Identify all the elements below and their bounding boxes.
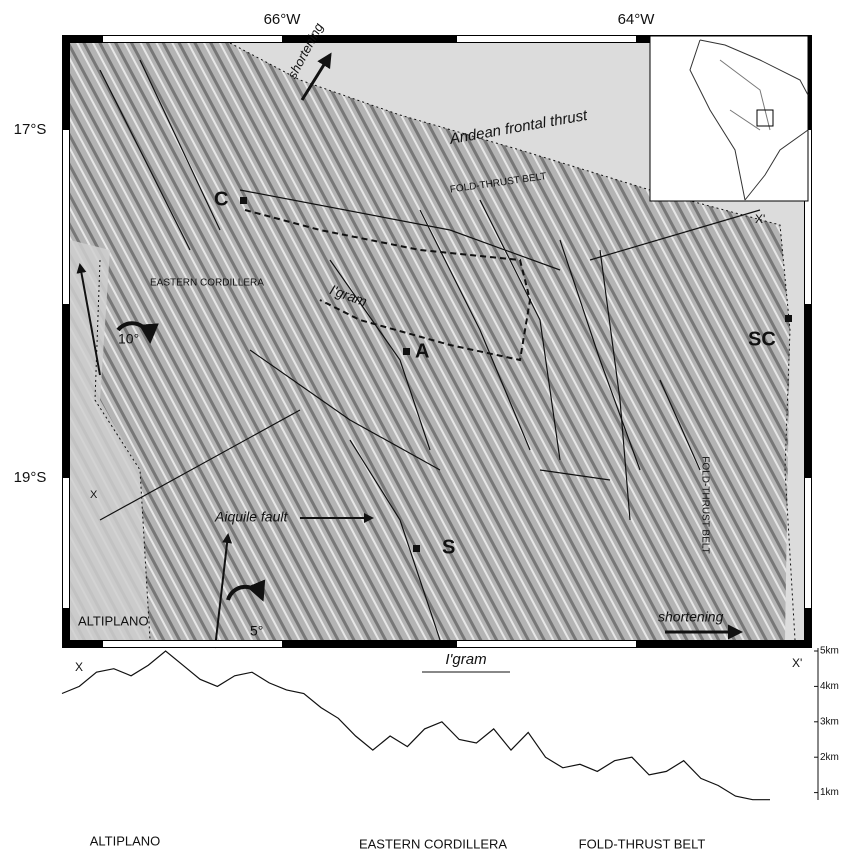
region-label: FOLD-THRUST BELT (579, 836, 706, 851)
site (785, 315, 792, 322)
region-label: EASTERN CORDILLERA (359, 836, 507, 851)
inset (650, 36, 808, 201)
lon-label: 64°W (618, 11, 656, 28)
map-label: A (415, 340, 429, 362)
lat-label: 19°S (14, 469, 47, 486)
region-label: ALTIPLANO (90, 833, 161, 848)
site (413, 545, 420, 552)
map-label: Aiquile fault (214, 509, 288, 525)
site (403, 348, 410, 355)
map-label: 10° (118, 331, 139, 347)
profile: X X' I'gram ALTIPLANO EASTERN CORDILLERA… (62, 646, 839, 852)
map-label: 5° (250, 623, 263, 639)
profile-end: X' (792, 656, 802, 670)
y-tick-label: 1km (820, 787, 839, 798)
y-tick-label: 5km (820, 646, 839, 657)
map-label: EASTERN CORDILLERA (150, 278, 264, 289)
elevation-profile (62, 651, 770, 800)
y-tick-label: 2km (820, 752, 839, 763)
map-label: FOLD-THRUST BELT (699, 456, 710, 553)
profile-end: X (75, 660, 83, 674)
map-label: X' (755, 212, 765, 226)
y-tick-label: 4km (820, 681, 839, 692)
map-label: ALTIPLANO (78, 613, 149, 628)
figure: 66°W 64°W 17°S 19°S shortening Andean fr… (0, 0, 843, 856)
map-label: S (442, 536, 455, 558)
profile-title: I'gram (445, 651, 486, 668)
map-label: SC (748, 328, 776, 350)
map-label: X (90, 489, 98, 501)
map-label: shortening (658, 609, 724, 625)
map-label: C (214, 188, 228, 210)
lon-label: 66°W (264, 11, 302, 28)
y-tick-label: 3km (820, 716, 839, 727)
site (240, 197, 247, 204)
lat-label: 17°S (14, 121, 47, 138)
